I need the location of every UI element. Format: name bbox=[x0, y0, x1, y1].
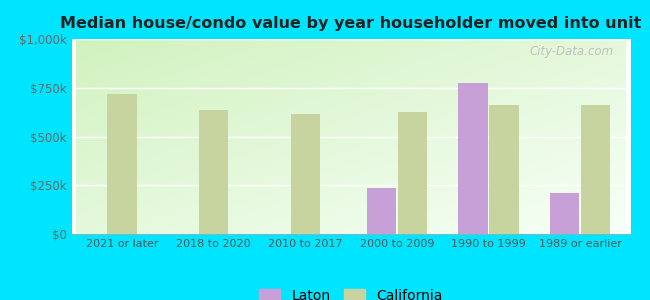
Title: Median house/condo value by year householder moved into unit: Median house/condo value by year househo… bbox=[60, 16, 642, 31]
Bar bbox=[199, 110, 228, 234]
Bar bbox=[367, 188, 396, 234]
Bar bbox=[458, 83, 488, 234]
Legend: Laton, California: Laton, California bbox=[254, 284, 448, 300]
Bar bbox=[398, 112, 427, 234]
Bar bbox=[550, 193, 579, 234]
Text: City-Data.com: City-Data.com bbox=[530, 45, 614, 58]
Bar bbox=[107, 94, 136, 234]
Bar bbox=[581, 105, 610, 234]
Bar bbox=[489, 105, 519, 234]
Bar bbox=[291, 114, 320, 234]
